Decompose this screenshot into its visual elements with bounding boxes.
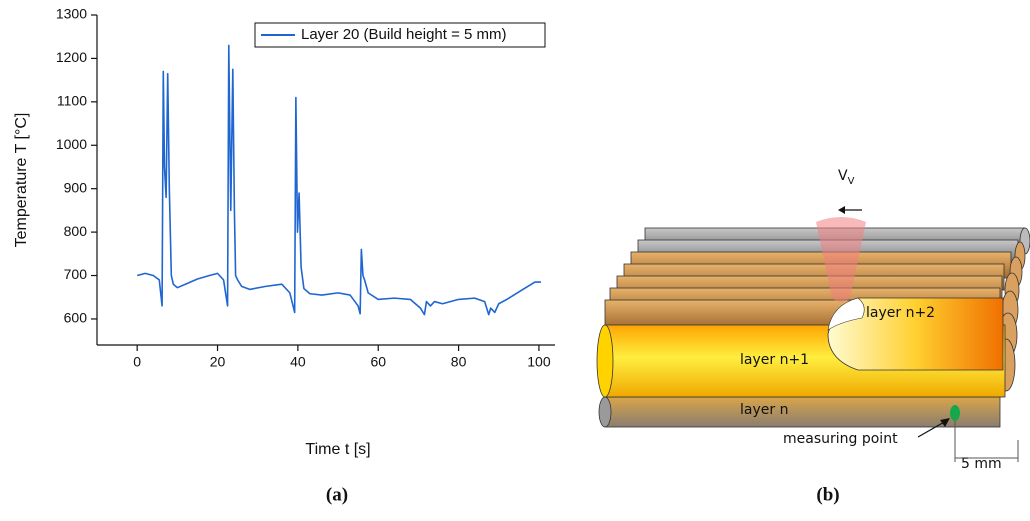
- legend-label: Layer 20 (Build height = 5 mm): [301, 26, 507, 43]
- panel-label: (a): [326, 484, 348, 505]
- data-line: [136, 44, 541, 316]
- dimension-label: 5 mm: [961, 456, 1002, 472]
- y-tick-label: 900: [64, 179, 88, 195]
- x-tick-label: 40: [290, 354, 306, 370]
- arrow-head: [940, 418, 950, 427]
- x-tick-label: 0: [133, 354, 141, 370]
- melt-pool: [827, 297, 865, 331]
- layer-label: layer n+1: [740, 352, 809, 368]
- arrow-head: [838, 206, 845, 214]
- laser-beam: [816, 217, 866, 302]
- x-tick-label: 60: [370, 354, 386, 370]
- y-tick-label: 1200: [56, 49, 87, 65]
- panel-label: (b): [816, 484, 839, 505]
- y-tick-label: 1100: [57, 93, 87, 109]
- y-tick-label: 1300: [56, 6, 87, 22]
- layer-n: [604, 396, 1001, 428]
- velocity-label: VV: [838, 168, 855, 187]
- chart: Time t [s] Temperature T [°C] 6007008009…: [13, 6, 555, 458]
- y-tick-label: 600: [64, 310, 88, 326]
- y-axis-label: Temperature T [°C]: [13, 113, 30, 248]
- pointer-arrow: [917, 420, 947, 438]
- layer-label: layer n+2: [866, 305, 935, 321]
- layer-label: layer n: [740, 402, 788, 418]
- y-tick-label: 1000: [56, 136, 87, 152]
- legend-box: [254, 22, 546, 48]
- layer-n-plus-1-end: [596, 324, 614, 398]
- y-tick-label: 800: [64, 223, 88, 239]
- x-tick-label: 20: [210, 354, 226, 370]
- measuring-point-label: measuring point: [783, 431, 898, 447]
- diagram: VV layer n+2 layer n+1 layer n measuring…: [596, 168, 1030, 472]
- x-axis-label: Time t [s]: [305, 441, 370, 458]
- legend: Layer 20 (Build height = 5 mm): [254, 22, 546, 48]
- y-tick-label: 700: [64, 266, 88, 282]
- measuring-point: [950, 405, 960, 421]
- layer-n-end: [598, 396, 612, 428]
- x-tick-label: 100: [527, 354, 551, 370]
- x-tick-label: 80: [451, 354, 467, 370]
